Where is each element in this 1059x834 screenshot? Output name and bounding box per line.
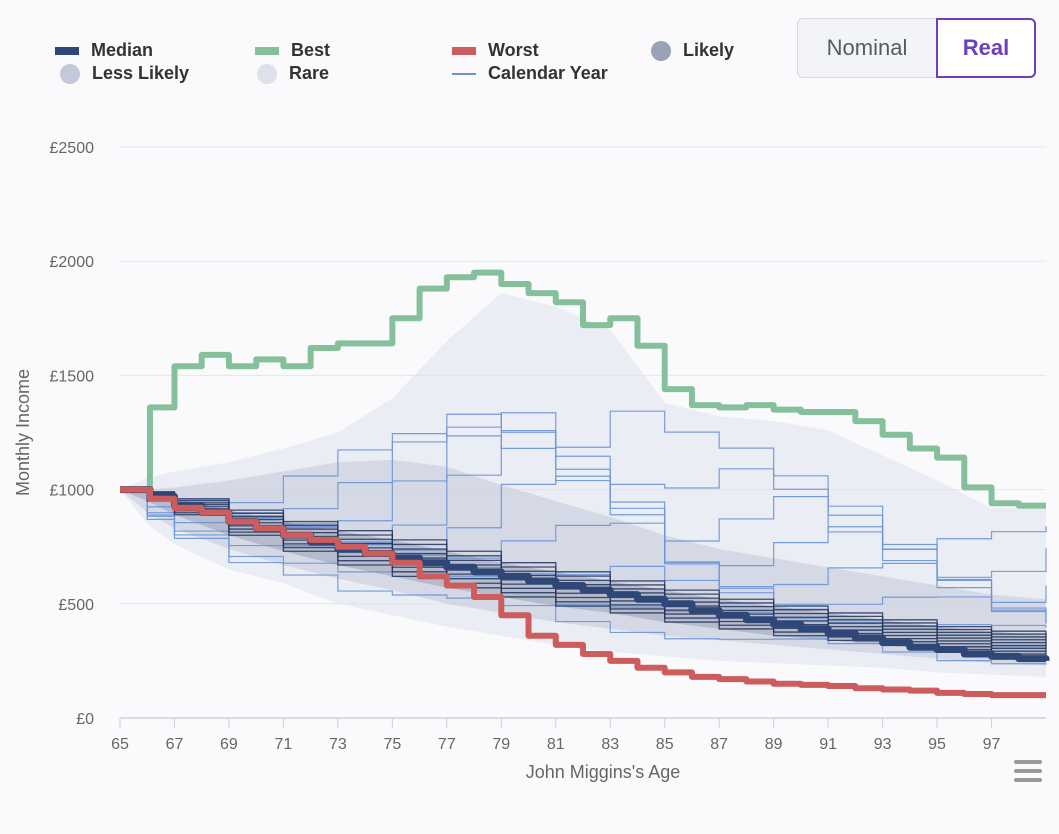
legend-item-median[interactable]: Median: [55, 40, 153, 61]
calendar-year-swatch-icon: [452, 72, 476, 75]
legend-item-calendar-year[interactable]: Calendar Year: [452, 63, 608, 84]
legend-item-likely[interactable]: Likely: [651, 40, 734, 61]
x-tick-label: 65: [111, 736, 129, 753]
x-tick-label: 71: [275, 736, 293, 753]
legend-label: Calendar Year: [488, 63, 608, 83]
nominal-button[interactable]: Nominal: [797, 18, 937, 78]
x-tick-label: 83: [601, 736, 619, 753]
hamburger-menu-icon[interactable]: [1014, 760, 1042, 784]
legend-label: Median: [91, 40, 154, 60]
y-tick-label: £1000: [50, 483, 95, 500]
less-likely-dot-icon: [60, 63, 80, 84]
legend-label: Likely: [683, 40, 735, 60]
x-tick-label: 69: [220, 736, 238, 753]
y-axis-title: Monthly Income: [13, 369, 33, 496]
x-axis-title: John Miggins's Age: [526, 762, 681, 782]
worst-swatch-icon: [452, 46, 476, 55]
legend-item-best[interactable]: Best: [255, 40, 330, 61]
y-tick-label: £2500: [50, 140, 95, 157]
x-tick-label: 95: [928, 736, 946, 753]
x-tick-label: 93: [874, 736, 892, 753]
y-tick-label: £1500: [50, 368, 95, 385]
x-tick-label: 85: [656, 736, 674, 753]
real-button[interactable]: Real: [936, 18, 1036, 78]
legend-label: Rare: [289, 63, 330, 83]
x-tick-label: 81: [547, 736, 565, 753]
best-swatch-icon: [255, 46, 279, 55]
y-tick-label: £500: [58, 597, 94, 614]
median-swatch-icon: [55, 46, 79, 55]
calendar-year-line: [120, 489, 1047, 665]
x-tick-label: 79: [492, 736, 510, 753]
best-series-line: [120, 269, 1046, 509]
x-tick-label: 91: [819, 736, 837, 753]
x-tick-label: 97: [983, 736, 1001, 753]
x-tick-label: 87: [710, 736, 728, 753]
legend-item-less-likely[interactable]: Less Likely: [60, 63, 189, 84]
y-tick-label: £2000: [50, 254, 95, 271]
y-tick-label: £0: [76, 711, 94, 728]
legend-label: Worst: [488, 40, 539, 60]
likely-dot-icon: [651, 40, 671, 61]
rare-dot-icon: [257, 63, 277, 84]
x-tick-label: 89: [765, 736, 783, 753]
legend-item-rare[interactable]: Rare: [257, 63, 329, 84]
nominal-real-toggle: Nominal Real: [797, 18, 1036, 78]
legend-label: Less Likely: [92, 63, 190, 83]
worst-series-line: [120, 486, 1046, 699]
x-tick-label: 75: [383, 736, 401, 753]
x-tick-label: 67: [166, 736, 184, 753]
x-tick-label: 73: [329, 736, 347, 753]
likely-band: [120, 489, 1046, 657]
x-tick-label: 77: [438, 736, 456, 753]
legend-label: Best: [291, 40, 331, 60]
legend-item-worst[interactable]: Worst: [452, 40, 539, 61]
